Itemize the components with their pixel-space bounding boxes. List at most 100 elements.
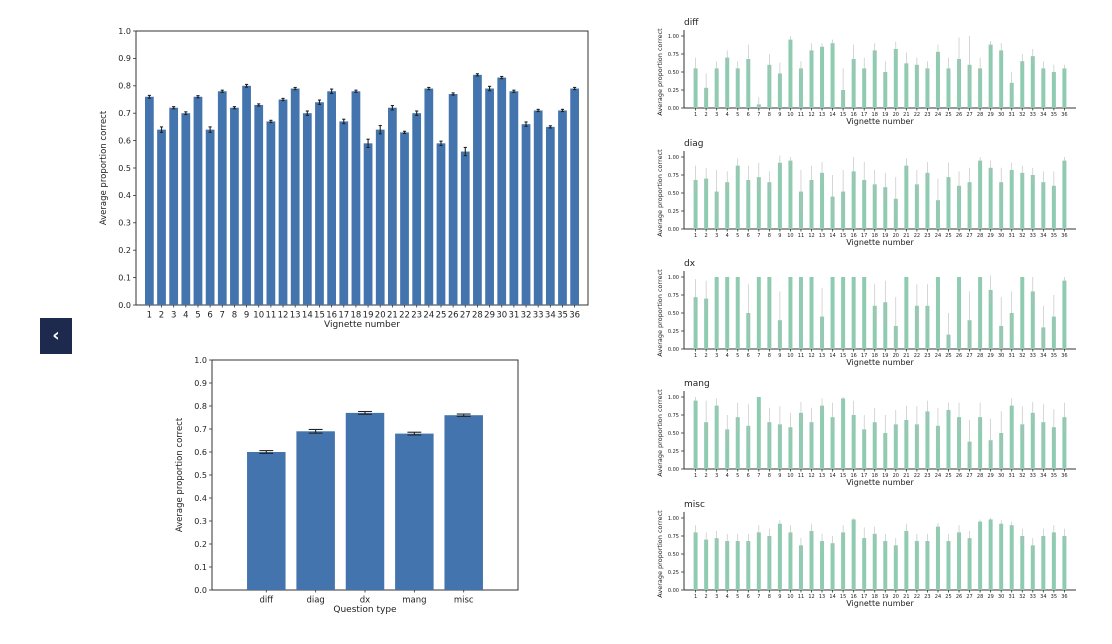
x-tick-label: 19 xyxy=(882,473,888,479)
bar xyxy=(841,532,846,590)
bar xyxy=(193,96,203,305)
y-tick-label: 0.5 xyxy=(194,471,207,480)
bar xyxy=(767,182,772,229)
bar xyxy=(967,182,972,229)
x-tick-label: 21 xyxy=(903,233,909,239)
bar xyxy=(1041,422,1046,469)
bar xyxy=(714,405,719,469)
x-tick-label: 33 xyxy=(1030,233,1036,239)
x-tick-label: 25 xyxy=(945,233,951,239)
x-tick-label: 32 xyxy=(521,311,532,321)
y-tick-label: 0.25 xyxy=(668,329,679,335)
x-axis-label: Vignette number xyxy=(324,320,400,330)
x-tick-label: 30 xyxy=(496,311,507,321)
x-tick-label: 22 xyxy=(914,112,920,118)
bar xyxy=(925,68,930,108)
x-tick-label: 4 xyxy=(726,112,729,118)
bar xyxy=(693,297,698,349)
bar xyxy=(735,417,740,469)
bar xyxy=(820,541,825,590)
bar xyxy=(988,519,993,590)
x-tick-label: 20 xyxy=(893,353,899,359)
x-tick-label: 9 xyxy=(778,112,781,118)
x-tick-label: 19 xyxy=(882,233,888,239)
bar xyxy=(883,302,888,349)
bar xyxy=(862,429,867,469)
bar xyxy=(473,74,482,305)
x-tick-label: 3 xyxy=(171,311,176,321)
bar xyxy=(339,121,349,305)
x-tick-label: 23 xyxy=(924,353,930,359)
x-tick-label: 16 xyxy=(850,233,856,239)
x-tick-label: 32 xyxy=(1019,473,1025,479)
bar xyxy=(872,533,877,590)
bar xyxy=(1062,160,1067,229)
x-tick-label: 27 xyxy=(966,353,972,359)
x-tick-label: 8 xyxy=(768,594,771,600)
bar xyxy=(967,538,972,590)
panel-title: mang xyxy=(684,379,710,389)
x-tick-label: 2 xyxy=(705,112,708,118)
bar xyxy=(883,72,888,108)
x-tick-label: 15 xyxy=(840,473,846,479)
x-axis-label: Vignette number xyxy=(846,478,914,487)
y-tick-label: 0.0 xyxy=(194,586,207,595)
bar xyxy=(375,129,385,305)
bar xyxy=(767,64,772,108)
bar xyxy=(296,431,335,590)
bar xyxy=(788,277,793,349)
bar xyxy=(278,99,288,305)
bar xyxy=(862,538,867,590)
bar xyxy=(1009,169,1014,229)
bar xyxy=(809,50,814,108)
bar xyxy=(851,415,856,469)
bar xyxy=(1009,525,1014,590)
x-tick-label: 3 xyxy=(715,594,718,600)
x-tick-label: 19 xyxy=(882,112,888,118)
panel-title: diff xyxy=(684,18,699,28)
x-tick-label: 10 xyxy=(787,473,793,479)
x-tick-label: 9 xyxy=(778,473,781,479)
diff-panel-chart: 0.000.250.500.751.001 2 3 4 5 6 7 8 9 10 11 12 13 14 1… xyxy=(656,18,1076,126)
bar xyxy=(851,59,856,108)
plot-frame xyxy=(135,30,589,306)
x-tick-label: 11 xyxy=(798,353,804,359)
chevron-left-icon: ‹ xyxy=(52,325,60,346)
bar xyxy=(424,88,434,305)
x-tick-label: 7 xyxy=(757,473,760,479)
vignette-accuracy-chart: 0.00.10.20.30.40.50.60.70.80.91.01 2 3 4 5 6 7… xyxy=(99,27,589,330)
bar xyxy=(756,277,761,349)
x-axis-label: Question type xyxy=(333,605,397,615)
bar xyxy=(725,541,730,590)
x-tick-label: 34 xyxy=(1040,594,1046,600)
bar xyxy=(851,171,856,229)
bar xyxy=(862,277,867,349)
bar xyxy=(830,417,835,469)
bar xyxy=(693,532,698,590)
x-tick-label: 9 xyxy=(244,311,249,321)
bar xyxy=(798,68,803,108)
x-tick-label: 26 xyxy=(448,311,459,321)
y-tick-label: 0.00 xyxy=(668,227,679,233)
bar xyxy=(925,411,930,469)
bar xyxy=(254,104,264,305)
bar xyxy=(756,177,761,229)
x-tick-label: 29 xyxy=(987,233,993,239)
back-button[interactable]: ‹ xyxy=(40,318,72,354)
bar xyxy=(460,151,470,305)
x-tick-label: 30 xyxy=(998,353,1004,359)
bar xyxy=(266,121,276,305)
bar xyxy=(388,107,397,305)
x-tick-label: 25 xyxy=(945,353,951,359)
bar xyxy=(777,424,782,469)
bar xyxy=(290,88,300,305)
bar xyxy=(893,48,898,108)
x-tick-label: 2 xyxy=(705,473,708,479)
x-tick-label: 1 xyxy=(694,112,697,118)
y-tick-label: 0.25 xyxy=(668,449,679,455)
x-tick-label: 35 xyxy=(1051,473,1057,479)
x-tick-label: 18 xyxy=(872,473,878,479)
y-tick-label: 0.8 xyxy=(194,402,207,411)
x-tick-label: 35 xyxy=(557,311,568,321)
x-tick-label: 3 xyxy=(715,473,718,479)
